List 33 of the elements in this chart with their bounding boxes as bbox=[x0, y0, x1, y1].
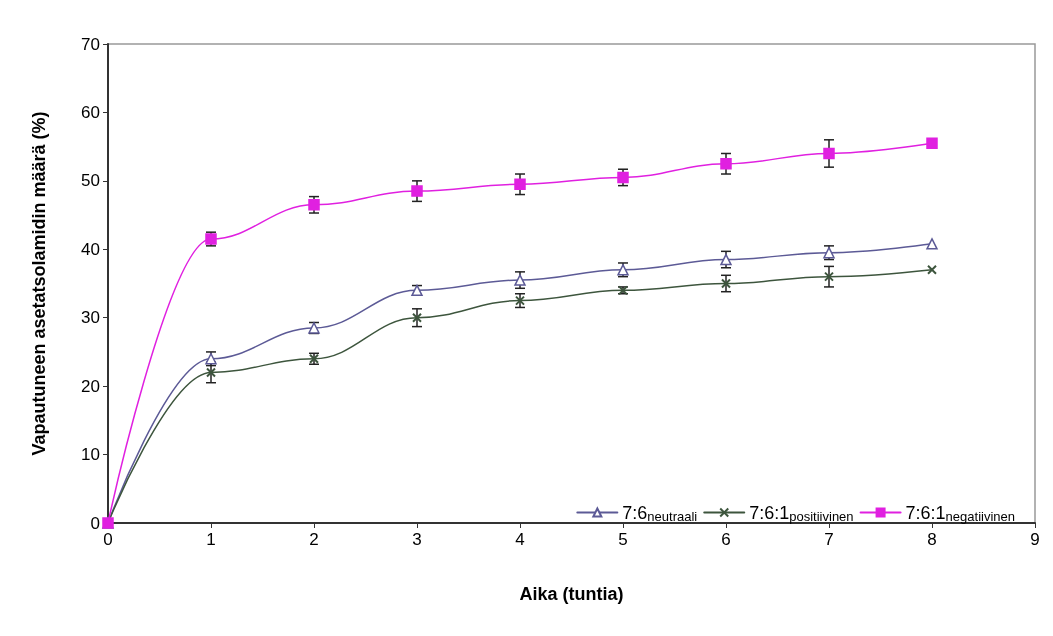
point bbox=[926, 137, 938, 149]
x-tick-label: 5 bbox=[618, 530, 628, 549]
point bbox=[926, 238, 938, 250]
point bbox=[411, 185, 423, 197]
point bbox=[514, 274, 526, 286]
point bbox=[412, 312, 422, 323]
x-tick-label: 4 bbox=[515, 530, 525, 549]
x-tick-label: 0 bbox=[103, 530, 113, 549]
point bbox=[721, 278, 731, 289]
y-tick-label: 0 bbox=[90, 513, 100, 533]
x-tick-label: 6 bbox=[721, 530, 731, 549]
y-tick-label: 20 bbox=[81, 376, 100, 396]
x-tick-label: 1 bbox=[206, 530, 216, 549]
y-axis-title: Vapautuneen asetatsolamidin määrä (%) bbox=[29, 111, 49, 456]
y-tick-label: 40 bbox=[81, 239, 100, 259]
y-tick-label: 10 bbox=[81, 445, 100, 465]
y-tick-label: 60 bbox=[81, 102, 100, 122]
y-tick-label: 70 bbox=[81, 34, 100, 54]
point bbox=[824, 271, 834, 282]
point bbox=[823, 147, 835, 160]
point bbox=[411, 284, 423, 297]
x-tick-label: 7 bbox=[824, 530, 834, 549]
point bbox=[720, 158, 732, 170]
y-tick-label: 50 bbox=[81, 171, 100, 191]
point bbox=[927, 264, 937, 275]
y-tick-label: 30 bbox=[81, 308, 100, 328]
x-axis-title: Aika (tuntia) bbox=[519, 584, 624, 604]
point bbox=[308, 199, 320, 211]
point bbox=[514, 178, 526, 191]
x-tick-label: 2 bbox=[309, 530, 319, 549]
x-tick-label: 3 bbox=[412, 530, 422, 549]
x-tick-label: 8 bbox=[927, 530, 937, 549]
x-tick-label: 9 bbox=[1030, 530, 1040, 549]
